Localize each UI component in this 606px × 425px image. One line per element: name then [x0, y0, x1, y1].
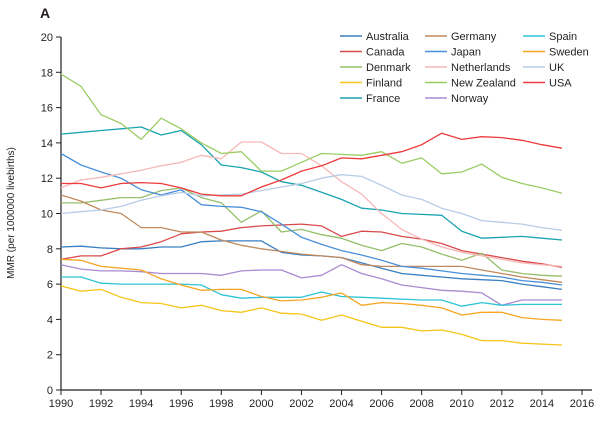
y-tick-label: 14 — [41, 138, 53, 150]
legend-item-new-zealand: New Zealand — [425, 78, 516, 90]
legend-label: New Zealand — [451, 78, 516, 90]
legend-item-canada: Canada — [340, 47, 405, 59]
legend: Australia Canada Denmark Finland France Germa… — [340, 31, 589, 105]
legend-item-sweden: Sweden — [523, 47, 589, 59]
legend-label: USA — [549, 78, 572, 90]
x-tick-label: 2014 — [530, 398, 554, 410]
x-tick-label: 1998 — [209, 398, 233, 410]
panel-label: A — [40, 5, 50, 21]
x-tick-label: 1996 — [169, 398, 193, 410]
series-line-netherlands — [60, 141, 563, 268]
series-line-japan — [60, 152, 563, 286]
series-line-sweden — [60, 258, 563, 321]
x-tick-label: 2002 — [289, 398, 313, 410]
legend-label: France — [366, 93, 400, 105]
legend-item-japan: Japan — [425, 47, 481, 59]
y-tick-label: 12 — [41, 173, 53, 185]
y-tick-label: 4 — [47, 314, 53, 326]
x-tick-label: 1990 — [49, 398, 73, 410]
legend-item-germany: Germany — [425, 31, 497, 43]
x-tick-label: 2000 — [249, 398, 273, 410]
legend-label: Sweden — [549, 47, 589, 59]
legend-item-usa: USA — [523, 78, 572, 90]
x-tick-label: 2004 — [329, 398, 353, 410]
y-axis: 0 2 4 6 8 10 12 14 16 18 20 — [41, 32, 62, 397]
x-tick-label: 2008 — [409, 398, 433, 410]
x-axis: 1990 1992 1994 1996 1998 2000 2002 2004 2006 2008… — [49, 389, 594, 410]
x-tick-label: 1992 — [89, 398, 113, 410]
legend-label: Norway — [451, 93, 489, 105]
y-tick-label: 10 — [41, 209, 53, 221]
legend-item-uk: UK — [523, 62, 565, 74]
series-line-finland — [60, 285, 563, 346]
y-tick-label: 0 — [47, 385, 53, 397]
series-line-france — [60, 126, 563, 241]
y-tick-label: 20 — [41, 32, 53, 44]
legend-item-finland: Finland — [340, 78, 402, 90]
legend-label: UK — [549, 62, 565, 74]
legend-item-netherlands: Netherlands — [425, 62, 511, 74]
legend-label: Denmark — [366, 62, 411, 74]
series-line-new-zealand — [60, 73, 563, 194]
legend-item-norway: Norway — [425, 93, 489, 105]
legend-item-france: France — [340, 93, 400, 105]
x-tick-label: 2010 — [450, 398, 474, 410]
legend-label: Australia — [366, 31, 410, 43]
y-axis-title: MMR (per 1000000 livebirths) — [6, 147, 17, 279]
legend-item-spain: Spain — [523, 31, 577, 43]
y-tick-label: 2 — [47, 350, 53, 362]
y-tick-label: 8 — [47, 244, 53, 256]
x-tick-label: 2016 — [570, 398, 594, 410]
x-tick-label: 1994 — [129, 398, 153, 410]
series-line-germany — [60, 194, 563, 283]
y-tick-label: 18 — [41, 67, 53, 79]
legend-item-denmark: Denmark — [340, 62, 411, 74]
x-tick-label: 2012 — [490, 398, 514, 410]
series-lines — [60, 73, 563, 346]
series-line-usa — [61, 132, 563, 197]
legend-label: Finland — [366, 78, 402, 90]
legend-label: Germany — [451, 31, 497, 43]
series-line-denmark — [61, 187, 563, 277]
y-tick-label: 16 — [41, 103, 53, 115]
series-line-spain — [61, 276, 562, 307]
series-line-australia — [60, 240, 563, 291]
legend-label: Netherlands — [451, 62, 511, 74]
legend-item-australia: Australia — [340, 31, 410, 43]
series-line-uk — [60, 174, 563, 231]
series-line-canada — [60, 223, 563, 268]
y-tick-label: 6 — [47, 279, 53, 291]
legend-label: Japan — [451, 47, 481, 59]
legend-label: Spain — [549, 31, 577, 43]
x-tick-label: 2006 — [369, 398, 393, 410]
legend-label: Canada — [366, 47, 405, 59]
